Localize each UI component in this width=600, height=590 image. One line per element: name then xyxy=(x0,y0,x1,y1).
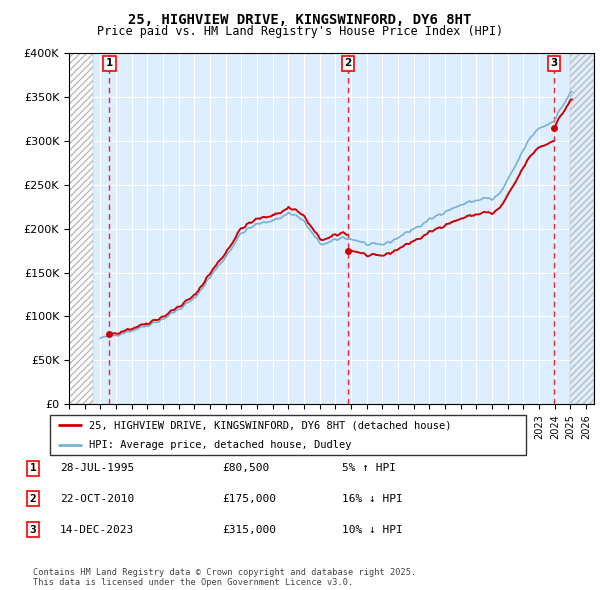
Text: 2: 2 xyxy=(29,494,37,504)
Text: 16% ↓ HPI: 16% ↓ HPI xyxy=(342,494,403,504)
Text: Contains HM Land Registry data © Crown copyright and database right 2025.
This d: Contains HM Land Registry data © Crown c… xyxy=(33,568,416,587)
Text: Price paid vs. HM Land Registry's House Price Index (HPI): Price paid vs. HM Land Registry's House … xyxy=(97,25,503,38)
FancyBboxPatch shape xyxy=(50,415,526,455)
Text: 14-DEC-2023: 14-DEC-2023 xyxy=(60,525,134,535)
Text: 22-OCT-2010: 22-OCT-2010 xyxy=(60,494,134,504)
Text: 1: 1 xyxy=(106,58,113,68)
Text: 25, HIGHVIEW DRIVE, KINGSWINFORD, DY6 8HT: 25, HIGHVIEW DRIVE, KINGSWINFORD, DY6 8H… xyxy=(128,13,472,27)
Text: £315,000: £315,000 xyxy=(222,525,276,535)
Text: 3: 3 xyxy=(551,58,558,68)
Text: £175,000: £175,000 xyxy=(222,494,276,504)
Text: 10% ↓ HPI: 10% ↓ HPI xyxy=(342,525,403,535)
Text: 28-JUL-1995: 28-JUL-1995 xyxy=(60,463,134,473)
Text: 5% ↑ HPI: 5% ↑ HPI xyxy=(342,463,396,473)
Text: 2: 2 xyxy=(344,58,352,68)
Text: 25, HIGHVIEW DRIVE, KINGSWINFORD, DY6 8HT (detached house): 25, HIGHVIEW DRIVE, KINGSWINFORD, DY6 8H… xyxy=(89,421,451,430)
Text: HPI: Average price, detached house, Dudley: HPI: Average price, detached house, Dudl… xyxy=(89,440,352,450)
Text: 1: 1 xyxy=(29,463,37,473)
Text: 3: 3 xyxy=(29,525,37,535)
Text: £80,500: £80,500 xyxy=(222,463,269,473)
